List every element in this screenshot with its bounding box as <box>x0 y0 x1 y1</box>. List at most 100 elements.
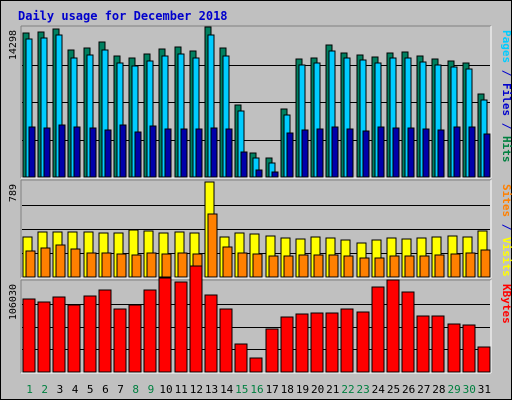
bar-pages-day-31 <box>483 133 491 178</box>
bar-kbytes-day-22 <box>340 308 354 373</box>
x-label-day-13: 13 <box>205 383 218 396</box>
panel-visits_sites-ymax-label: 789 <box>8 184 19 202</box>
x-label-day-29: 29 <box>447 383 460 396</box>
panel-kbytes-ymax-label: 106030 <box>8 284 19 320</box>
bar-kbytes-day-19 <box>295 313 309 373</box>
bar-sites-day-19 <box>298 254 309 278</box>
bar-pages-day-21 <box>331 126 339 178</box>
bar-sites-day-3 <box>55 244 66 278</box>
legend-part-3: Files <box>500 83 512 116</box>
bar-pages-day-15 <box>240 151 248 178</box>
bar-sites-day-7 <box>116 253 127 278</box>
bar-pages-day-22 <box>346 128 354 178</box>
bar-sites-day-21 <box>328 254 339 278</box>
x-label-day-28: 28 <box>432 383 445 396</box>
bar-kbytes-day-17 <box>265 328 279 373</box>
bar-sites-day-20 <box>313 254 324 278</box>
x-label-day-7: 7 <box>117 383 124 396</box>
bar-kbytes-day-25 <box>386 279 400 373</box>
bar-pages-day-13 <box>210 127 218 178</box>
bar-pages-day-7 <box>119 124 127 178</box>
x-label-day-3: 3 <box>57 383 64 396</box>
bar-pages-day-8 <box>134 131 142 178</box>
bar-kbytes-day-1 <box>22 298 36 373</box>
bar-sites-day-26 <box>404 255 415 278</box>
legend-part-2: / <box>500 63 512 83</box>
legend-part-3: Visits <box>500 237 512 277</box>
bar-pages-day-17 <box>271 171 279 178</box>
bar-pages-day-9 <box>149 125 157 178</box>
bar-kbytes-day-31 <box>477 346 491 373</box>
panel-hits_files_pages-ymax-label: 14298 <box>8 30 19 60</box>
bar-sites-day-17 <box>268 255 279 278</box>
bar-sites-day-23 <box>359 257 370 278</box>
x-label-day-17: 17 <box>266 383 279 396</box>
bar-sites-day-8 <box>131 254 142 278</box>
bar-pages-day-29 <box>453 126 461 178</box>
bar-pages-day-18 <box>286 132 294 178</box>
bar-pages-day-26 <box>407 127 415 178</box>
bar-sites-day-14 <box>222 246 233 278</box>
bar-kbytes-day-16 <box>249 357 263 373</box>
legend-part-4: / <box>500 116 512 136</box>
panel-kbytes: 106030 KBytes <box>8 265 512 374</box>
legend-part-5: Hits <box>500 136 512 163</box>
bar-sites-day-31 <box>480 249 491 278</box>
x-label-day-16: 16 <box>250 383 263 396</box>
bar-sites-day-6 <box>101 252 112 278</box>
bar-sites-day-16 <box>252 253 263 278</box>
bar-sites-day-18 <box>283 255 294 278</box>
bar-kbytes-day-6 <box>98 289 112 373</box>
x-label-day-9: 9 <box>148 383 155 396</box>
bar-sites-day-28 <box>434 254 445 278</box>
bar-kbytes-day-26 <box>401 291 415 373</box>
bar-sites-day-5 <box>86 252 97 278</box>
x-label-day-24: 24 <box>372 383 386 396</box>
panel-hits_files_pages: 14298 Pages / Files / Hits <box>8 25 512 179</box>
x-label-day-30: 30 <box>463 383 476 396</box>
bar-sites-day-22 <box>343 255 354 278</box>
bar-kbytes-day-23 <box>356 311 370 373</box>
bar-pages-day-28 <box>437 129 445 178</box>
bar-kbytes-day-21 <box>325 312 339 373</box>
bar-sites-day-30 <box>465 252 476 278</box>
x-label-day-25: 25 <box>387 383 400 396</box>
bar-kbytes-day-30 <box>462 324 476 373</box>
bar-kbytes-day-18 <box>280 316 294 373</box>
x-label-day-1: 1 <box>26 383 33 396</box>
bar-kbytes-day-28 <box>431 315 445 373</box>
bar-sites-day-24 <box>374 257 385 278</box>
bar-pages-day-12 <box>195 128 203 178</box>
bar-kbytes-day-24 <box>371 286 385 373</box>
legend-part-1: KBytes <box>500 284 512 324</box>
x-label-day-31: 31 <box>478 383 491 396</box>
bar-kbytes-day-29 <box>447 323 461 373</box>
bar-kbytes-day-5 <box>83 295 97 373</box>
bar-sites-day-4 <box>70 248 81 278</box>
legend-part-2: / <box>500 217 512 237</box>
bar-sites-day-27 <box>419 255 430 278</box>
bar-pages-day-24 <box>377 126 385 178</box>
x-label-day-2: 2 <box>41 383 48 396</box>
x-axis-labels: 1 2 3 4 5 6 7 8 9 10 11 12 13 14 15 16 17 18 19 20 21 22 23 24 2… <box>26 383 491 396</box>
bar-sites-day-15 <box>237 252 248 278</box>
bar-pages-day-6 <box>104 129 112 178</box>
bar-kbytes-day-12 <box>189 265 203 373</box>
bar-sites-day-13 <box>207 213 218 278</box>
bar-sites-day-10 <box>161 253 172 278</box>
x-label-day-27: 27 <box>417 383 430 396</box>
x-label-day-5: 5 <box>87 383 94 396</box>
legend-part-1: Pages <box>500 30 512 63</box>
bar-sites-day-9 <box>146 252 157 278</box>
chart-title: Daily usage for December 2018 <box>18 9 228 23</box>
bar-kbytes-day-13 <box>204 294 218 373</box>
x-label-day-26: 26 <box>402 383 415 396</box>
x-label-day-18: 18 <box>281 383 294 396</box>
bar-kbytes-day-27 <box>416 315 430 373</box>
x-label-day-21: 21 <box>326 383 339 396</box>
bar-pages-day-25 <box>392 127 400 178</box>
x-label-day-15: 15 <box>235 383 248 396</box>
x-label-day-22: 22 <box>341 383 354 396</box>
x-label-day-10: 10 <box>159 383 172 396</box>
